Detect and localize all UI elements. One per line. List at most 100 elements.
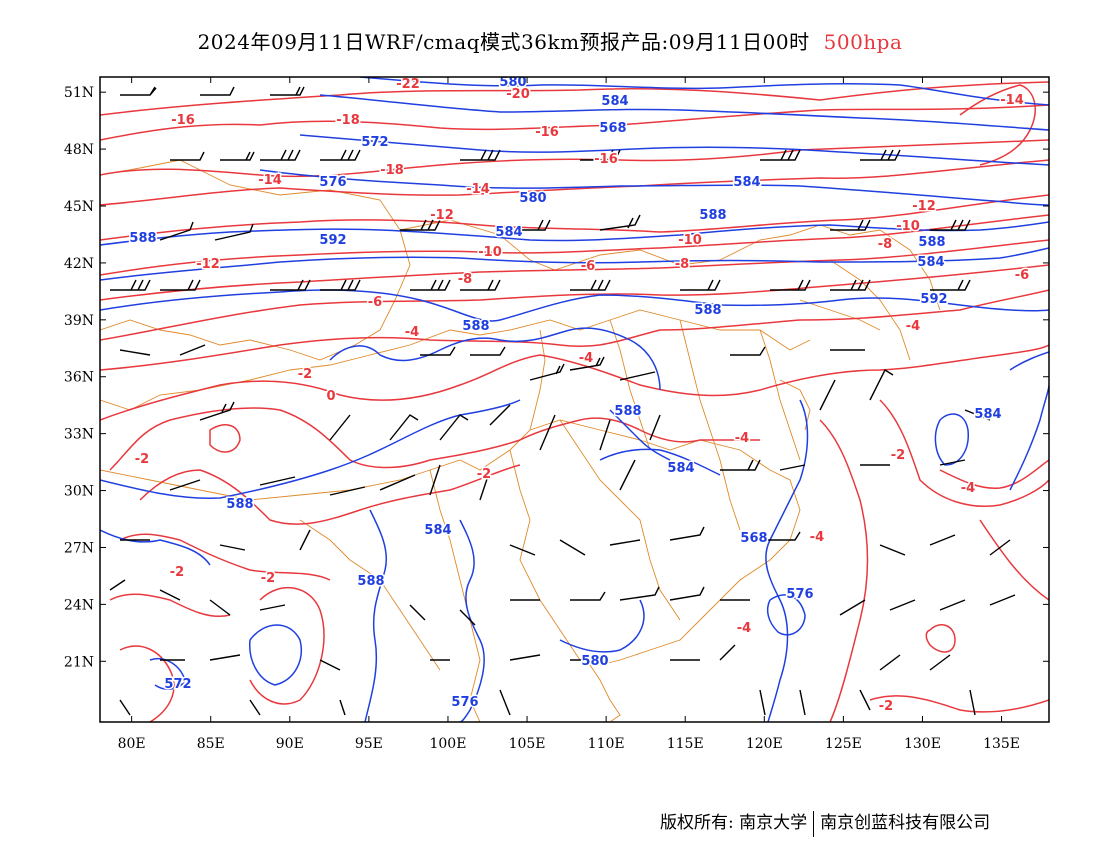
- longitude-axis: 80E 85E 90E 95E 100E 105E 110E 115E 120E 125E 130E…: [118, 77, 1020, 752]
- footer-separator: [813, 810, 815, 837]
- lat-tick-label: 24N: [64, 597, 94, 613]
- latitude-axis: 51N 48N 45N 42N 39N 36N 33N 30N 27N 24N 21N: [64, 85, 1049, 670]
- geopotential-label: 584: [601, 94, 628, 109]
- temperature-label: -16: [594, 152, 618, 167]
- geopotential-label: 592: [920, 292, 947, 307]
- lon-tick-label: 80E: [118, 736, 146, 752]
- temperature-label: -4: [735, 431, 749, 446]
- geopotential-label: 572: [164, 677, 191, 692]
- temperature-label: -8: [458, 272, 472, 287]
- lon-tick-label: 125E: [825, 736, 862, 752]
- geopotential-label: 588: [918, 235, 945, 250]
- temperature-label: -16: [171, 113, 195, 128]
- geopotential-label: 588: [462, 319, 489, 334]
- temperature-label: -12: [912, 199, 936, 214]
- plot-frame: [99, 76, 1050, 723]
- temperature-label: -2: [298, 367, 312, 382]
- lon-tick-label: 135E: [983, 736, 1020, 752]
- geopotential-labels: 580 584 568 572 576 580 584 588 592 584 588 588 588 5…: [128, 75, 1003, 712]
- temperature-label: -2: [891, 448, 905, 463]
- temperature-label: -8: [675, 257, 689, 272]
- lon-tick-label: 90E: [276, 736, 304, 752]
- temperature-label: -6: [368, 295, 382, 310]
- geopotential-label: 588: [129, 231, 156, 246]
- geopotential-label: 588: [694, 303, 721, 318]
- lat-tick-label: 27N: [64, 540, 94, 556]
- geopotential-label: 568: [599, 121, 626, 136]
- lon-tick-label: 120E: [746, 736, 783, 752]
- geopotential-label: 588: [357, 574, 384, 589]
- temperature-label: -4: [906, 319, 920, 334]
- lon-tick-label: 85E: [197, 736, 225, 752]
- temperature-label: -2: [135, 452, 149, 467]
- lat-tick-label: 30N: [64, 484, 94, 500]
- geopotential-label: 568: [740, 531, 767, 546]
- lat-tick-label: 33N: [64, 427, 94, 443]
- title-main: 2024年09月11日WRF/cmaq模式36km预报产品:09月11日00时: [197, 30, 810, 54]
- geopotential-label: 592: [319, 233, 346, 248]
- lat-tick-label: 39N: [64, 313, 94, 329]
- geopotential-label: 572: [361, 135, 388, 150]
- lon-tick-label: 95E: [355, 736, 383, 752]
- lat-tick-label: 21N: [64, 654, 94, 670]
- geopotential-label: 576: [786, 587, 813, 602]
- title-level: 500hpa: [823, 30, 903, 54]
- geopotential-label: 584: [495, 225, 522, 240]
- temperature-contours: [100, 81, 1049, 722]
- temperature-labels: -22-20-16 -18-16-18-16-14-14-12-12-10-10-…: [133, 77, 1030, 716]
- wind-barbs: [109, 86, 1016, 716]
- lon-tick-label: 110E: [588, 736, 625, 752]
- lat-tick-label: 42N: [64, 256, 94, 272]
- temperature-label: -10: [478, 245, 502, 260]
- geopotential-label: 588: [699, 208, 726, 223]
- geopotential-label: 580: [581, 654, 608, 669]
- geopotential-label: 576: [451, 695, 478, 710]
- geopotential-label: 584: [974, 407, 1001, 422]
- lon-tick-label: 115E: [667, 736, 704, 752]
- temperature-label: -2: [477, 467, 491, 482]
- map-title: 2024年09月11日WRF/cmaq模式36km预报产品:09月11日00时 5…: [0, 26, 1100, 55]
- lon-tick-label: 100E: [429, 736, 466, 752]
- lon-tick-label: 105E: [509, 736, 546, 752]
- temperature-label: -22: [396, 77, 420, 92]
- temperature-label: -8: [878, 237, 892, 252]
- temperature-label: -4: [579, 351, 593, 366]
- plot-content: 580 584 568 572 576 580 584 588 592 584 588 588 588 5…: [100, 75, 1049, 722]
- lat-tick-label: 45N: [64, 199, 94, 215]
- copyright-text: 版权所有: 南京大学: [660, 813, 808, 833]
- geopotential-label: 584: [917, 255, 944, 270]
- temperature-label: -14: [1000, 93, 1024, 108]
- temperature-label: -2: [879, 699, 893, 714]
- footer: 版权所有: 南京大学 南京创蓝科技有限公司: [660, 808, 990, 837]
- company-text: 南京创蓝科技有限公司: [820, 813, 991, 833]
- temperature-label: -6: [1015, 268, 1029, 283]
- temperature-label: -10: [896, 219, 920, 234]
- temperature-label: -14: [466, 182, 490, 197]
- geopotential-label: 576: [319, 175, 346, 190]
- temperature-label: -4: [961, 481, 975, 496]
- temperature-label: -16: [535, 125, 559, 140]
- temperature-label: -12: [430, 208, 454, 223]
- temperature-label: -18: [336, 113, 360, 128]
- temperature-label: -4: [810, 530, 824, 545]
- geopotential-label: 584: [424, 523, 451, 538]
- temperature-label: -4: [737, 621, 751, 636]
- geopotential-contours: [100, 77, 1049, 722]
- temperature-label: -2: [261, 571, 275, 586]
- geopotential-label: 580: [519, 191, 546, 206]
- temperature-label: -4: [405, 325, 419, 340]
- lat-tick-label: 51N: [64, 85, 94, 101]
- temperature-label: -10: [678, 233, 702, 248]
- geopotential-label: 588: [226, 497, 253, 512]
- borders: [100, 159, 941, 722]
- temperature-label: -2: [170, 565, 184, 580]
- temperature-label: 0: [326, 389, 335, 404]
- lon-tick-label: 130E: [904, 736, 941, 752]
- lat-tick-label: 36N: [64, 370, 94, 386]
- temperature-label: -12: [196, 257, 220, 272]
- geopotential-label: 580: [499, 75, 526, 90]
- geopotential-label: 584: [667, 461, 694, 476]
- temperature-label: -14: [258, 173, 282, 188]
- temperature-label: -6: [581, 259, 595, 274]
